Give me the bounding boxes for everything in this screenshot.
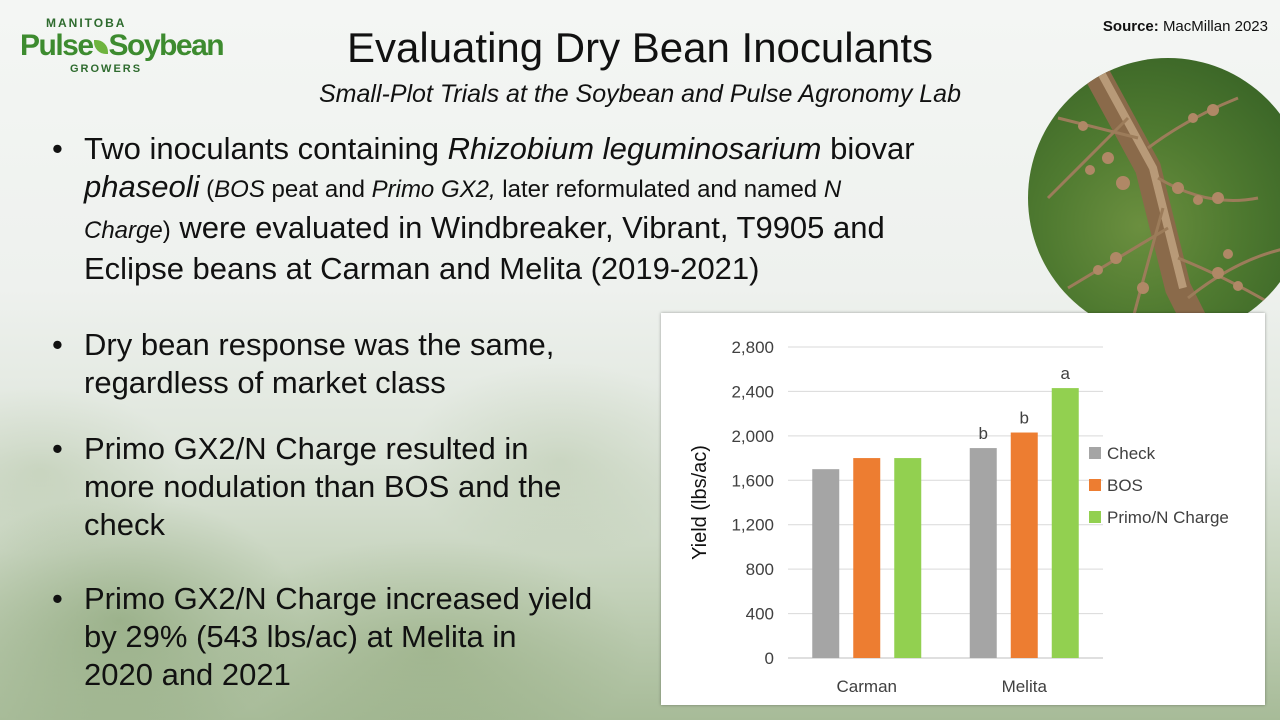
legend-label: Primo/N Charge [1107, 508, 1229, 527]
root-nodules-photo [1028, 58, 1280, 338]
source-note: Source: MacMillan 2023 [1102, 18, 1268, 35]
data-label: a [1061, 364, 1071, 383]
bar [894, 458, 922, 658]
bar [969, 448, 997, 658]
logo-bottom-text: GROWERS [70, 63, 143, 75]
legend-swatch [1089, 447, 1101, 459]
y-axis-title: Yield (lbs/ac) [689, 445, 711, 560]
x-tick-label: Carman [837, 677, 897, 696]
y-tick-label: 2,400 [731, 382, 774, 401]
legend-label: Check [1107, 444, 1156, 463]
bar [1010, 432, 1038, 658]
bar [812, 469, 840, 658]
logo: MANITOBA Pulse Soybean GROWERS [18, 16, 225, 78]
y-tick-label: 800 [746, 560, 774, 579]
legend-swatch [1089, 479, 1101, 491]
x-tick-label: Melita [1002, 677, 1048, 696]
yield-chart: 0 400 800 1,200 1,600 2,000 2,400 2,800 Yield (l… [661, 313, 1265, 705]
slide-subtitle: Small-Plot Trials at the Soybean and Pul… [318, 80, 961, 108]
y-tick-label: 400 [746, 605, 774, 624]
y-tick-label: 0 [765, 649, 774, 668]
logo-top-text: MANITOBA [46, 16, 127, 30]
data-label: b [1020, 409, 1029, 428]
legend-label: BOS [1107, 476, 1143, 495]
bullet-dot-icon: • [52, 327, 63, 362]
leaf-icon [93, 40, 108, 55]
chart-svg: 0 400 800 1,200 1,600 2,000 2,400 2,800 Yield (l… [689, 338, 1229, 696]
y-tick-label: 1,600 [731, 471, 774, 490]
logo-name: Pulse Soybean [20, 29, 225, 62]
data-label: b [979, 424, 988, 443]
slide-title: Evaluating Dry Bean Inoculants [346, 24, 933, 71]
y-tick-label: 2,800 [731, 338, 774, 357]
legend-swatch [1089, 511, 1101, 523]
bullet-dot-icon: • [52, 131, 63, 166]
bullet-dot-icon: • [52, 431, 63, 466]
y-tick-label: 2,000 [731, 427, 774, 446]
bar [853, 458, 881, 658]
bullet-dot-icon: • [52, 581, 63, 616]
bar [1051, 388, 1079, 658]
y-tick-label: 1,200 [731, 516, 774, 535]
